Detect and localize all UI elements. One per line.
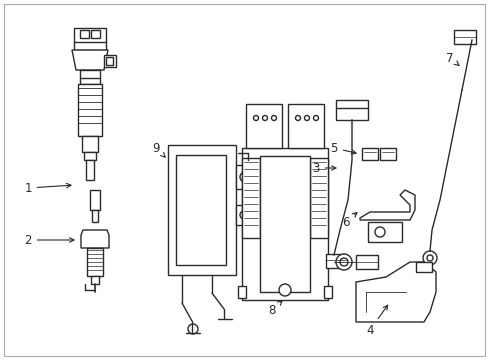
Circle shape bbox=[279, 284, 290, 296]
Polygon shape bbox=[367, 222, 401, 242]
Circle shape bbox=[304, 116, 309, 121]
Bar bbox=[355, 255, 377, 269]
Bar bbox=[309, 158, 327, 238]
Circle shape bbox=[240, 211, 247, 219]
Bar bbox=[176, 155, 225, 265]
Bar bbox=[86, 160, 94, 180]
Bar bbox=[78, 84, 102, 136]
Bar bbox=[91, 276, 99, 284]
Polygon shape bbox=[355, 262, 435, 322]
Bar bbox=[242, 158, 260, 238]
Bar bbox=[260, 156, 309, 292]
Text: 5: 5 bbox=[329, 141, 355, 154]
Circle shape bbox=[253, 116, 258, 121]
Bar bbox=[87, 248, 103, 276]
Text: 3: 3 bbox=[312, 162, 335, 175]
Circle shape bbox=[335, 254, 351, 270]
Polygon shape bbox=[359, 190, 414, 220]
Bar bbox=[106, 57, 113, 65]
Text: 6: 6 bbox=[342, 213, 356, 229]
Bar bbox=[379, 148, 395, 160]
Bar bbox=[242, 148, 327, 300]
Circle shape bbox=[426, 255, 432, 261]
Text: 9: 9 bbox=[152, 141, 165, 157]
Circle shape bbox=[313, 116, 318, 121]
Bar bbox=[335, 100, 367, 120]
Bar bbox=[84, 152, 96, 160]
Bar bbox=[168, 145, 236, 275]
Bar bbox=[80, 30, 89, 38]
Bar bbox=[91, 30, 100, 38]
Text: 1: 1 bbox=[24, 181, 71, 194]
Circle shape bbox=[339, 258, 347, 266]
Bar bbox=[415, 262, 431, 272]
Circle shape bbox=[271, 116, 276, 121]
Bar bbox=[324, 286, 331, 298]
Bar bbox=[236, 165, 253, 189]
Circle shape bbox=[240, 172, 249, 182]
Text: 2: 2 bbox=[24, 234, 74, 247]
Circle shape bbox=[374, 227, 384, 237]
Bar bbox=[90, 190, 100, 210]
Bar bbox=[82, 136, 98, 152]
Bar bbox=[325, 254, 346, 268]
Circle shape bbox=[262, 116, 267, 121]
Bar bbox=[245, 104, 282, 148]
Bar bbox=[361, 148, 377, 160]
Text: 7: 7 bbox=[446, 51, 458, 66]
Bar bbox=[92, 210, 98, 222]
Bar bbox=[104, 55, 116, 67]
Bar bbox=[80, 70, 100, 84]
Polygon shape bbox=[81, 230, 109, 248]
Bar bbox=[74, 28, 106, 50]
Text: 8: 8 bbox=[268, 301, 282, 316]
Polygon shape bbox=[72, 50, 108, 70]
Circle shape bbox=[422, 251, 436, 265]
Bar bbox=[236, 205, 251, 225]
Text: 4: 4 bbox=[366, 305, 387, 337]
Bar bbox=[287, 104, 324, 148]
Bar bbox=[238, 286, 245, 298]
Bar bbox=[453, 30, 475, 44]
Circle shape bbox=[187, 324, 198, 334]
Circle shape bbox=[295, 116, 300, 121]
